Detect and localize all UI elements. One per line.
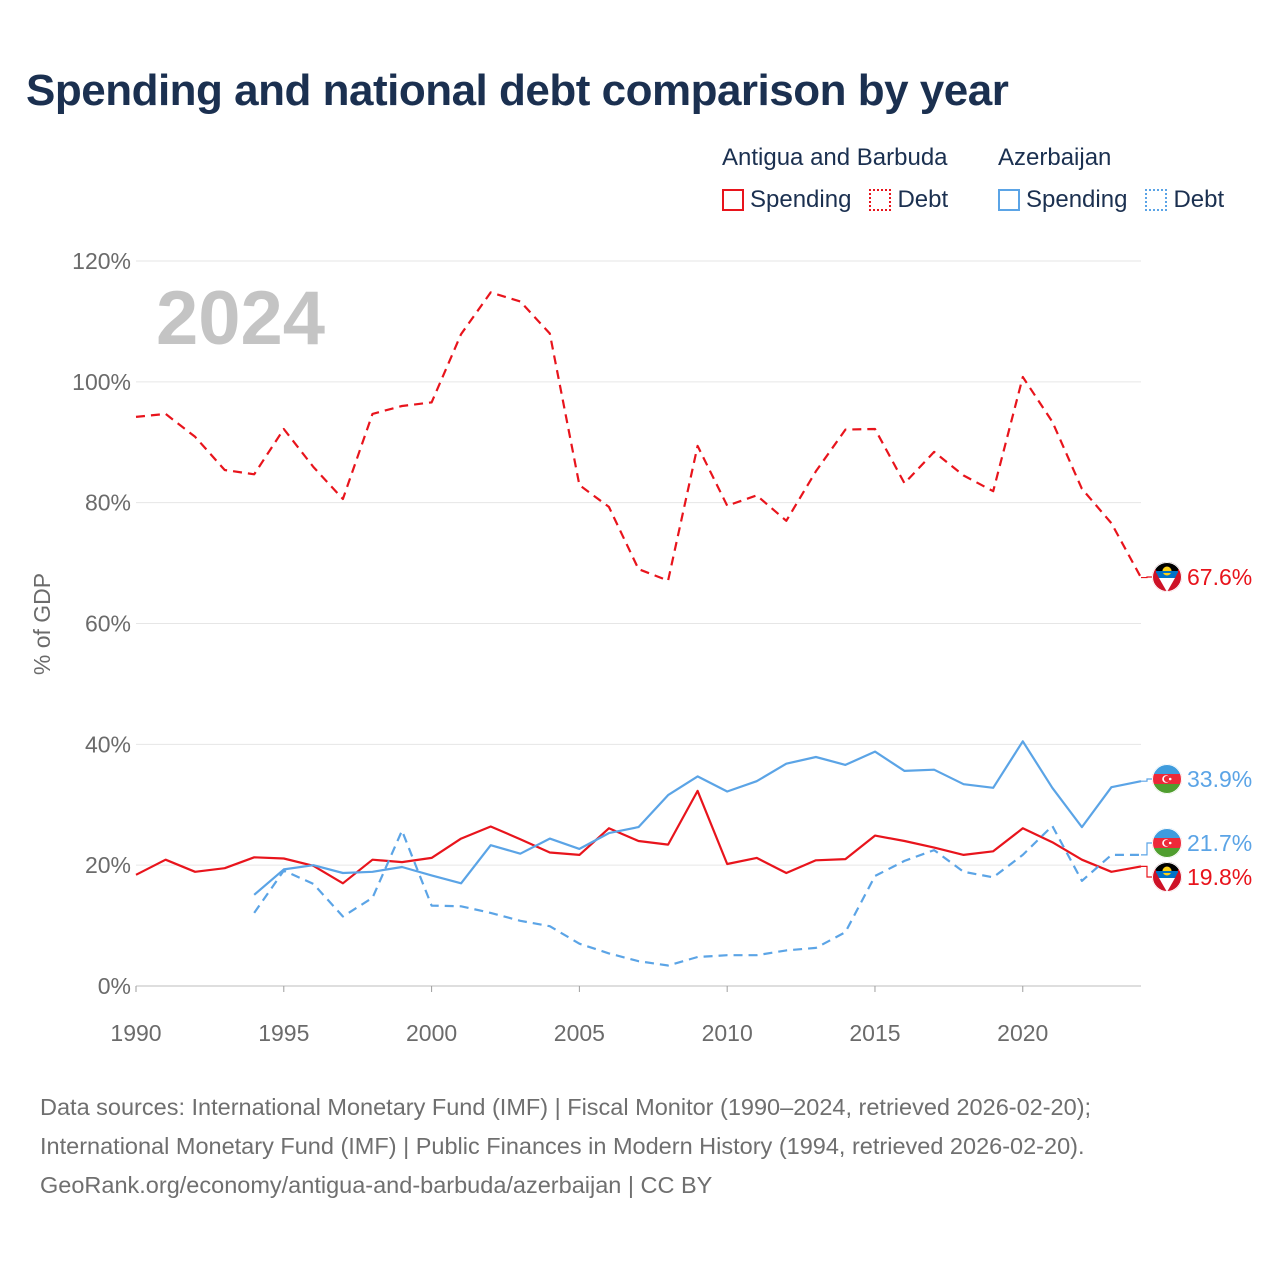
end-label-connector — [1141, 865, 1152, 878]
y-tick-label: 60% — [85, 611, 131, 637]
end-value-label: 67.6% — [1187, 564, 1252, 590]
end-label-connector — [1141, 778, 1152, 782]
legend-label: Spending — [750, 186, 852, 213]
series-line-azerbaijan-debt[interactable] — [253, 824, 1141, 967]
azerbaijan-flag-icon — [1152, 828, 1182, 858]
legend-label: Debt — [1173, 186, 1225, 213]
series-line-antigua-and-barbuda-debt[interactable] — [135, 291, 1142, 582]
legend-label: Spending — [1026, 186, 1128, 213]
legend-item-azerbaijan-spending[interactable]: Spending — [998, 186, 1127, 214]
gridlines — [136, 260, 1141, 987]
legend-item-antigua-spending[interactable]: Spending — [722, 186, 851, 214]
axes: 0% 20% 40% 60% 80% 100% 120% 1990 1995 2000 2005 20… — [72, 248, 1048, 1046]
end-value-label: 33.9% — [1187, 766, 1252, 792]
chart-title: Spending and national debt comparison by… — [26, 66, 1009, 115]
x-tick-label: 2000 — [406, 1020, 457, 1046]
data-sources: Data sources: International Monetary Fun… — [40, 1088, 1091, 1205]
solid-line-swatch-icon — [998, 189, 1020, 211]
legend-group-name: Azerbaijan — [998, 144, 1112, 171]
y-tick-label: 40% — [85, 731, 131, 757]
legend-group-azerbaijan: Azerbaijan Spending Debt — [998, 144, 1224, 214]
year-watermark: 2024 — [156, 276, 325, 361]
dotted-line-swatch-icon — [869, 189, 892, 211]
y-tick-label: 100% — [72, 369, 131, 395]
series-lines — [135, 291, 1142, 967]
y-axis-label: % of GDP — [29, 573, 55, 675]
x-tick-label: 1990 — [110, 1020, 161, 1046]
solid-line-swatch-icon — [722, 189, 744, 211]
x-tick-label: 2020 — [997, 1020, 1048, 1046]
legend-item-antigua-debt[interactable]: Debt — [869, 186, 948, 214]
sources-line-2: International Monetary Fund (IMF) | Publ… — [40, 1133, 1085, 1159]
series-line-antigua-and-barbuda-spending[interactable] — [135, 789, 1142, 885]
y-tick-label: 0% — [98, 973, 131, 999]
antigua-flag-icon — [1152, 562, 1182, 592]
y-tick-label: 80% — [85, 490, 131, 516]
end-value-label: 19.8% — [1187, 864, 1252, 890]
x-tick-label: 1995 — [258, 1020, 309, 1046]
end-value-label: 21.7% — [1187, 830, 1252, 856]
y-tick-label: 120% — [72, 248, 131, 274]
sources-line-1: Data sources: International Monetary Fun… — [40, 1094, 1092, 1120]
x-tick-label: 2015 — [849, 1020, 900, 1046]
y-tick-label: 20% — [85, 852, 131, 878]
antigua-flag-icon — [1152, 862, 1182, 892]
x-tick-label: 2010 — [702, 1020, 753, 1046]
legend-label: Debt — [897, 186, 949, 213]
legend-item-azerbaijan-debt[interactable]: Debt — [1145, 186, 1224, 214]
legend-group-name: Antigua and Barbuda — [722, 144, 948, 171]
end-label-connector — [1141, 576, 1152, 579]
dotted-line-swatch-icon — [1145, 189, 1168, 211]
series-line-azerbaijan-spending[interactable] — [253, 740, 1142, 896]
x-tick-label: 2005 — [554, 1020, 605, 1046]
azerbaijan-flag-icon — [1152, 764, 1182, 794]
end-labels: 67.6% 19.8% 33.9% 21.7% — [1141, 562, 1252, 892]
sources-link[interactable]: GeoRank.org/economy/antigua-and-barbuda/… — [40, 1172, 713, 1198]
end-label-connector — [1141, 842, 1152, 856]
legend-group-antigua: Antigua and Barbuda Spending Debt — [722, 144, 948, 214]
